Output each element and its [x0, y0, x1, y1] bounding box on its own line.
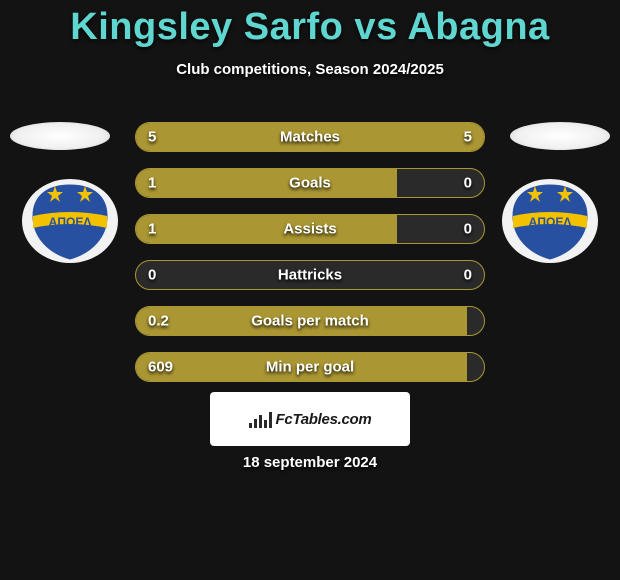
stat-label: Hattricks — [278, 267, 342, 284]
stat-row: 5 5 Matches — [135, 122, 485, 152]
page-title: Kingsley Sarfo vs Abagna — [0, 0, 620, 49]
footer-text: FcTables.com — [276, 411, 372, 428]
apoel-badge-icon: ΑΠΟΕΛ — [20, 178, 120, 264]
stat-value-left: 0.2 — [148, 313, 169, 330]
club-badge-right: ΑΠΟΕΛ — [500, 178, 600, 264]
stat-label: Assists — [283, 221, 336, 238]
date-label: 18 september 2024 — [243, 454, 377, 471]
stat-value-right: 0 — [464, 267, 472, 284]
stat-label: Goals per match — [251, 313, 369, 330]
player-right-placeholder — [510, 122, 610, 150]
stat-value-right: 5 — [464, 129, 472, 146]
stat-row: 0.2 Goals per match — [135, 306, 485, 336]
stat-value-left: 609 — [148, 359, 173, 376]
stat-value-right: 0 — [464, 221, 472, 238]
fctables-logo-icon — [249, 410, 272, 428]
stat-value-left: 1 — [148, 175, 156, 192]
apoel-badge-icon: ΑΠΟΕΛ — [500, 178, 600, 264]
subtitle: Club competitions, Season 2024/2025 — [0, 61, 620, 78]
bar-fill-left — [136, 169, 397, 197]
bar-fill-left — [136, 215, 397, 243]
stat-row: 1 0 Goals — [135, 168, 485, 198]
club-badge-left: ΑΠΟΕΛ — [20, 178, 120, 264]
player-left-placeholder — [10, 122, 110, 150]
stat-row: 609 Min per goal — [135, 352, 485, 382]
stat-label: Matches — [280, 129, 340, 146]
stat-value-left: 0 — [148, 267, 156, 284]
stat-row: 0 0 Hattricks — [135, 260, 485, 290]
stat-value-left: 5 — [148, 129, 156, 146]
stat-row: 1 0 Assists — [135, 214, 485, 244]
stat-value-right: 0 — [464, 175, 472, 192]
stat-label: Goals — [289, 175, 331, 192]
svg-text:ΑΠΟΕΛ: ΑΠΟΕΛ — [529, 215, 572, 229]
stat-label: Min per goal — [266, 359, 354, 376]
comparison-bars: 5 5 Matches 1 0 Goals 1 0 Assists 0 0 Hattricks 0.2 G… — [135, 122, 485, 398]
footer-logo-box: FcTables.com — [210, 392, 410, 446]
svg-text:ΑΠΟΕΛ: ΑΠΟΕΛ — [49, 215, 92, 229]
stat-value-left: 1 — [148, 221, 156, 238]
